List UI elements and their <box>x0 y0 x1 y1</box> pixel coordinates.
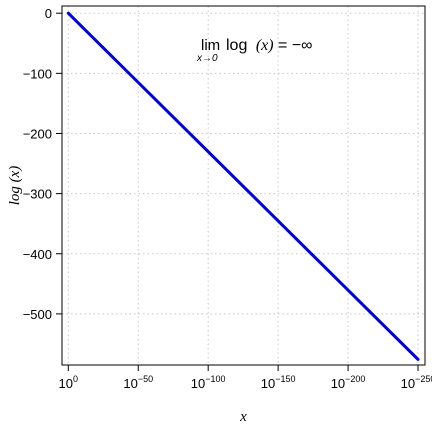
annotation-log: log <box>226 37 247 54</box>
gridlines <box>62 6 425 365</box>
limit-annotation: lim x→0 log (x) = −∞ <box>196 37 313 64</box>
y-tick-label: −200 <box>23 126 52 141</box>
series-group <box>66 11 420 361</box>
y-tick-label: 0 <box>45 6 52 21</box>
svg-text:log (x) = −∞: log (x) = −∞ <box>226 37 313 54</box>
x-axis-ticks: 100 10−50 10−100 10−150 10−200 10−250 <box>59 365 432 391</box>
x-axis-label: x <box>239 409 247 425</box>
x-tick-label: 100 <box>59 374 78 391</box>
annotation-var: (x) <box>256 37 274 54</box>
x-tick-label: 10−100 <box>191 374 226 391</box>
y-tick-label: −400 <box>23 247 52 262</box>
plot-frame <box>61 5 426 366</box>
series-line <box>66 11 420 361</box>
x-tick-label: 10−200 <box>331 374 366 391</box>
y-tick-label: −300 <box>23 187 52 202</box>
x-tick-label: 10−50 <box>123 374 153 391</box>
annotation-result: = −∞ <box>278 37 313 54</box>
x-tick-label: 10−250 <box>401 374 432 391</box>
y-tick-label: −100 <box>23 66 52 81</box>
y-tick-label: −500 <box>23 307 52 322</box>
annotation-subscript: x→0 <box>196 53 218 64</box>
annotation-lim: lim <box>201 37 220 54</box>
x-tick-label: 10−150 <box>261 374 296 391</box>
y-axis-label: log (x) <box>7 166 23 206</box>
y-axis-ticks: 0 −100 −200 −300 −400 −500 <box>23 6 62 322</box>
